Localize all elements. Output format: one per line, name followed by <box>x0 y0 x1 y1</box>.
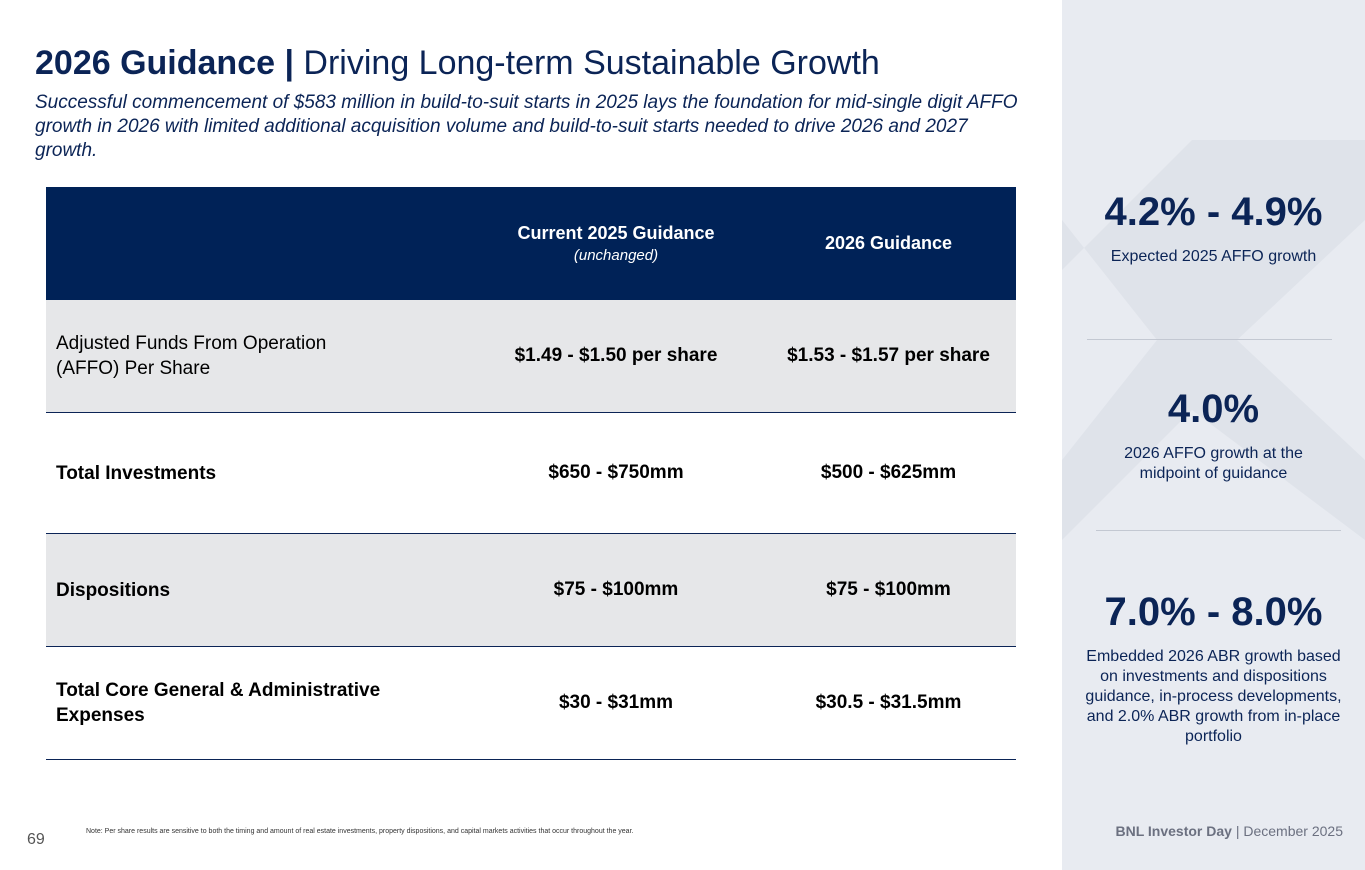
footer-date: December 2025 <box>1243 823 1343 839</box>
page-number: 69 <box>27 831 45 848</box>
footer-event-name: BNL Investor Day <box>1115 823 1232 839</box>
stat-2025-affo: 4.2% - 4.9% Expected 2025 AFFO growth <box>1062 190 1365 267</box>
row-current-value: $75 - $100mm <box>553 579 679 600</box>
row-2026-value: $75 - $100mm <box>826 579 951 600</box>
row-label-line: Adjusted Funds From Operation <box>56 333 327 354</box>
stat-divider <box>1096 530 1341 531</box>
row-label-line: Expenses <box>56 705 145 726</box>
row-current-value: $1.49 - $1.50 per share <box>514 345 718 366</box>
footer-brand: BNL Investor Day | December 2025 <box>1062 823 1344 839</box>
table-row-dispositions: Dispositions $75 - $100mm $75 - $100mm <box>46 534 1016 647</box>
stat-desc-line: 2026 AFFO growth at the <box>1124 445 1303 462</box>
stat-desc-line: midpoint of guidance <box>1139 465 1288 482</box>
slide-title: 2026 Guidance | Driving Long-term Sustai… <box>35 44 880 83</box>
stat-description: Expected 2025 AFFO growth <box>1062 247 1365 267</box>
header-empty-cell <box>46 187 471 300</box>
header-current-note: (unchanged) <box>573 247 659 264</box>
stat-2026-affo: 4.0% 2026 AFFO growth at the midpoint of … <box>1062 387 1365 484</box>
table-row-affo: Adjusted Funds From Operation (AFFO) Per … <box>46 300 1016 413</box>
stat-desc-line: on investments and dispositions <box>1100 668 1327 685</box>
stat-value: 4.2% - 4.9% <box>1104 190 1323 234</box>
row-label-line: (AFFO) Per Share <box>56 358 211 379</box>
stat-desc-line: Embedded 2026 ABR growth based <box>1086 648 1341 665</box>
row-2026-value: $500 - $625mm <box>820 462 957 483</box>
row-label: Total Core General & Administrative Expen… <box>46 678 471 728</box>
table-row-gna: Total Core General & Administrative Expen… <box>46 647 1016 760</box>
row-label: Total Investments <box>56 462 217 484</box>
row-current-value: $650 - $750mm <box>548 462 684 483</box>
stat-desc-line: Expected 2025 AFFO growth <box>1110 248 1317 265</box>
background-arrow-graphic <box>1062 140 1365 540</box>
header-2026-label: 2026 Guidance <box>824 233 953 253</box>
stat-desc-line: and 2.0% ABR growth from in-place <box>1086 708 1341 725</box>
stat-abr-growth: 7.0% - 8.0% Embedded 2026 ABR growth bas… <box>1062 590 1365 747</box>
stat-divider <box>1087 339 1332 340</box>
row-label: Dispositions <box>56 579 171 601</box>
footnote: Note: Per share results are sensitive to… <box>86 828 634 835</box>
row-label: Adjusted Funds From Operation (AFFO) Per … <box>46 331 471 381</box>
stat-value: 4.0% <box>1167 387 1260 431</box>
stat-description: Embedded 2026 ABR growth based on investm… <box>1062 647 1365 747</box>
row-current-value: $30 - $31mm <box>558 692 674 713</box>
row-2026-value: $30.5 - $31.5mm <box>815 692 962 713</box>
header-current-label: Current 2025 Guidance <box>517 223 715 243</box>
stat-value: 7.0% - 8.0% <box>1104 590 1323 634</box>
title-bold: 2026 Guidance | <box>35 44 294 82</box>
title-regular: Driving Long-term Sustainable Growth <box>303 44 880 82</box>
slide-subtitle: Successful commencement of $583 million … <box>35 92 1018 161</box>
guidance-table: Current 2025 Guidance (unchanged) 2026 G… <box>46 187 1016 760</box>
stats-sidebar: 4.2% - 4.9% Expected 2025 AFFO growth 4.… <box>1062 0 1365 870</box>
stat-desc-line: portfolio <box>1185 728 1242 745</box>
stat-desc-line: guidance, in-process developments, <box>1085 688 1342 705</box>
header-current-guidance: Current 2025 Guidance (unchanged) <box>471 187 761 300</box>
footer-separator: | <box>1231 823 1244 839</box>
table-header: Current 2025 Guidance (unchanged) 2026 G… <box>46 187 1016 300</box>
row-2026-value: $1.53 - $1.57 per share <box>787 345 990 366</box>
row-label-line: Total Core General & Administrative <box>56 680 381 701</box>
table-row-investments: Total Investments $650 - $750mm $500 - $… <box>46 413 1016 534</box>
header-2026-guidance: 2026 Guidance <box>761 187 1016 300</box>
stat-description: 2026 AFFO growth at the midpoint of guida… <box>1062 444 1365 484</box>
